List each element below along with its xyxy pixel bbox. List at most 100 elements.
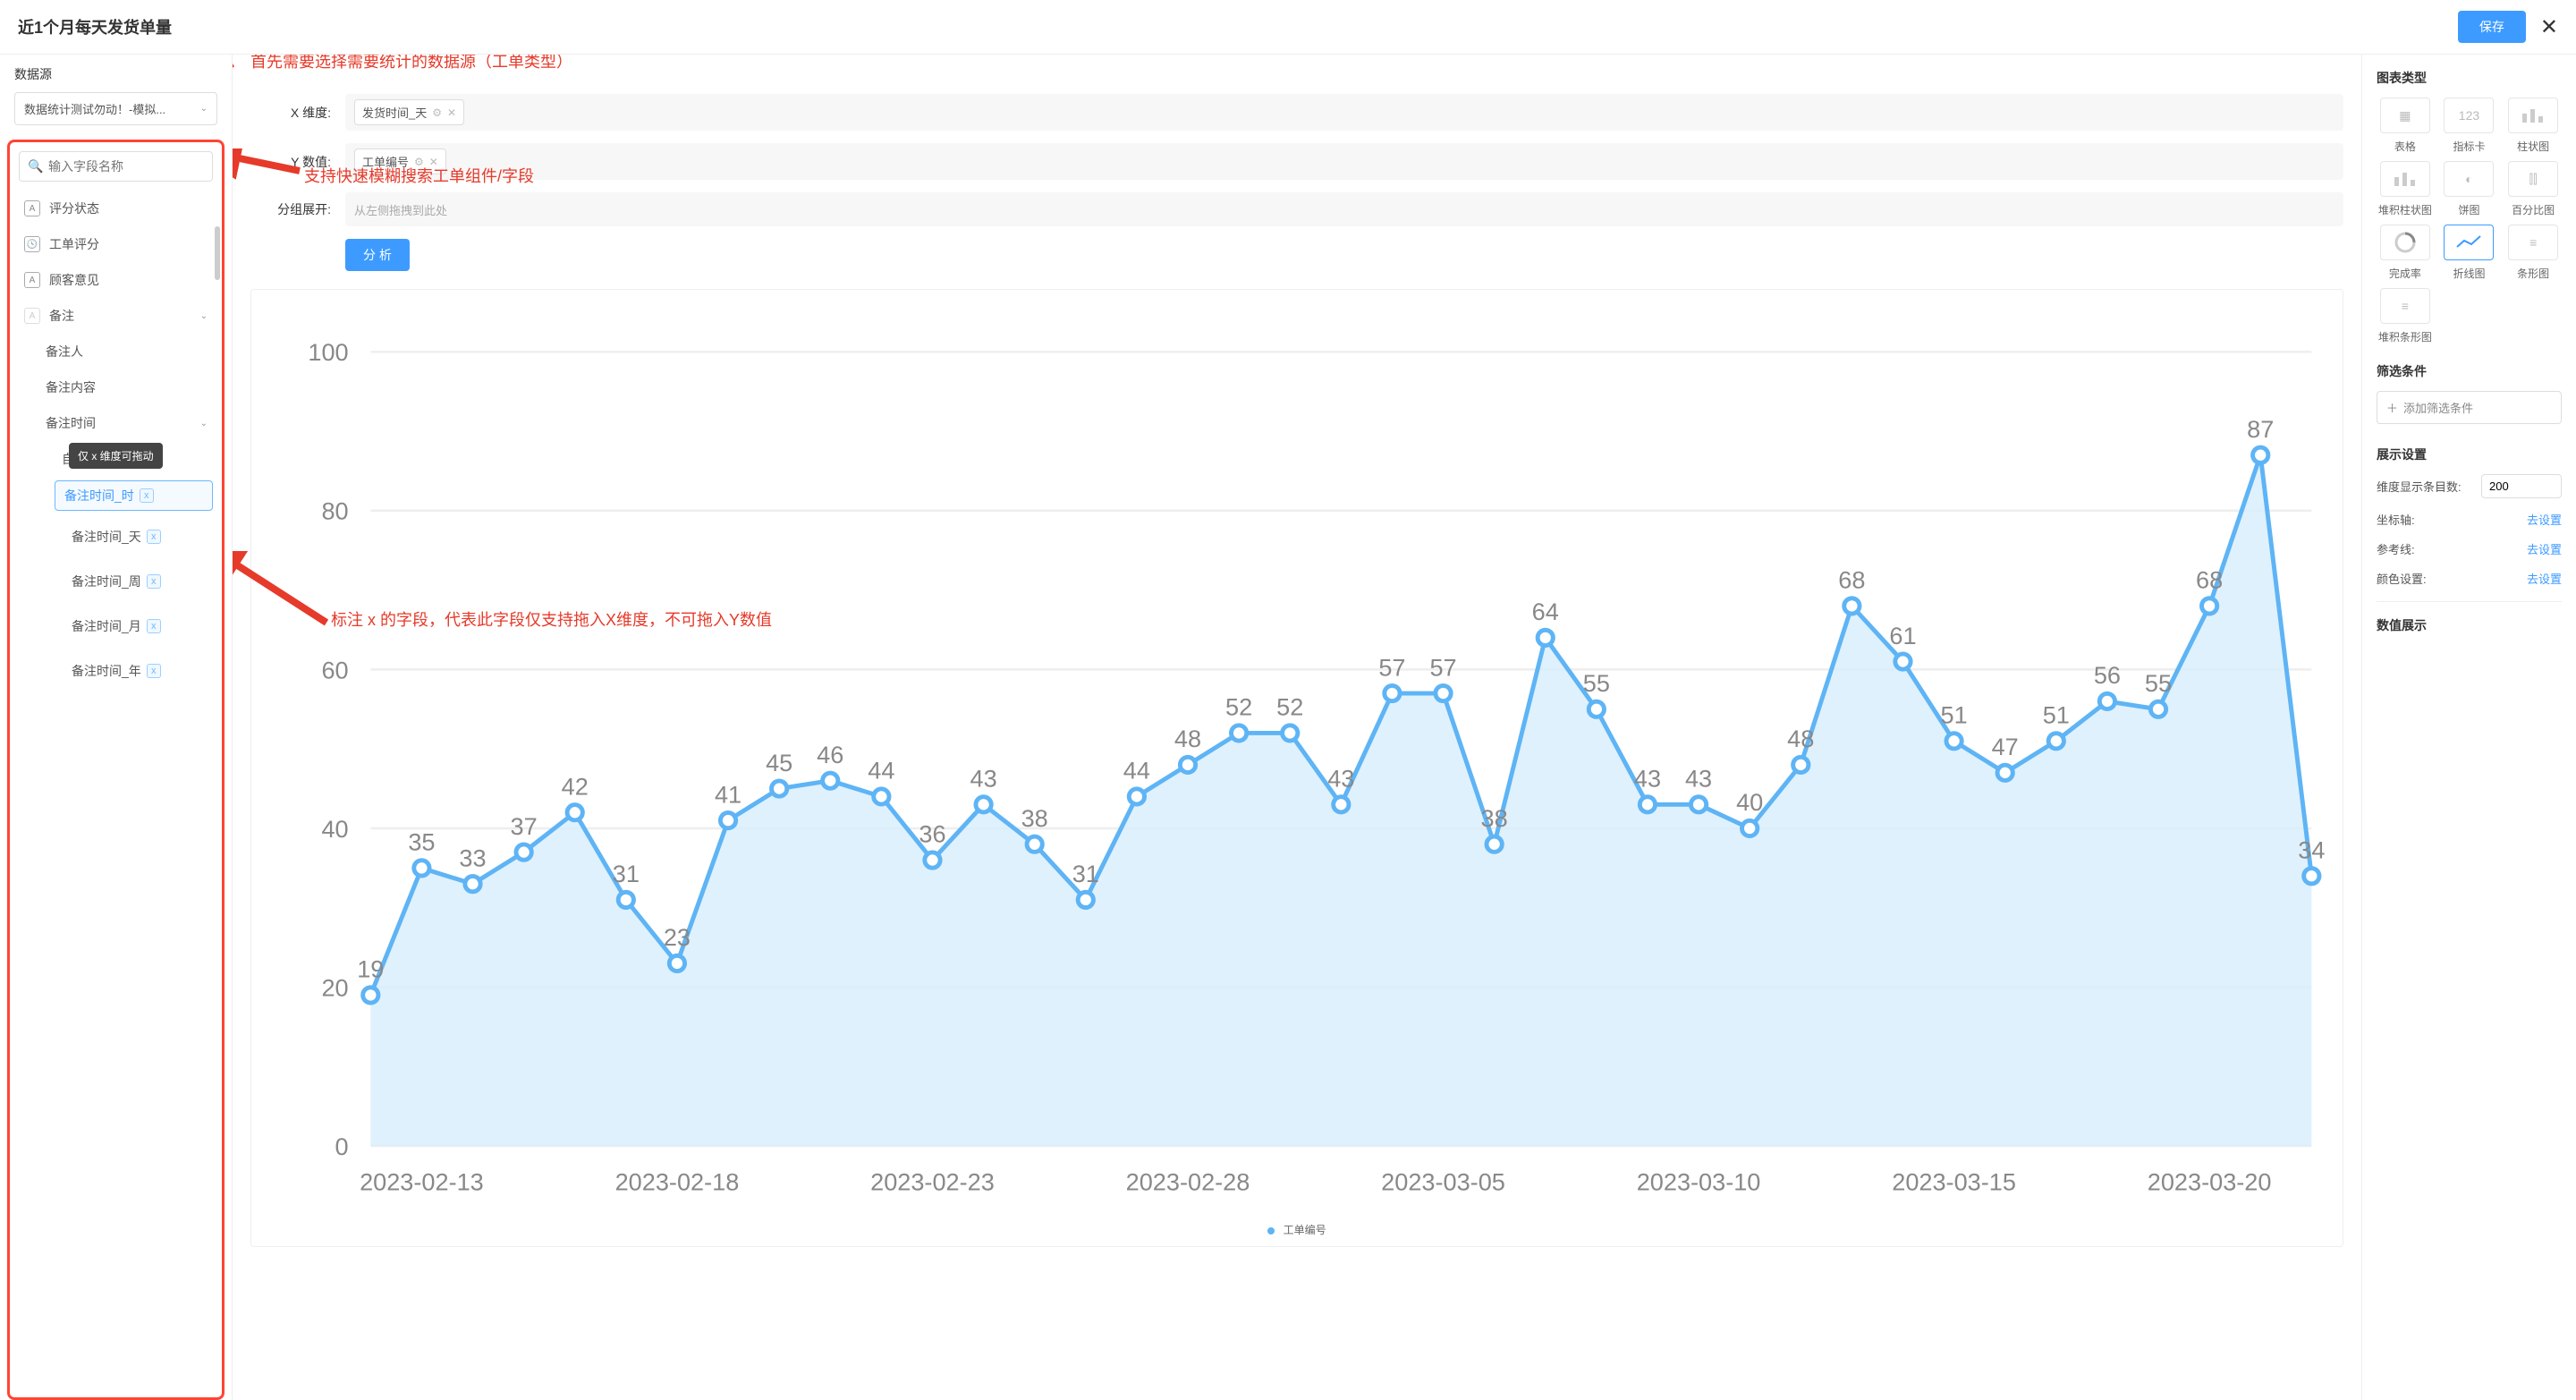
field-search-input[interactable] (19, 151, 213, 182)
field-item-customer-opinion[interactable]: A 顾客意见 (19, 262, 213, 298)
chip-label: 发货时间_天 (362, 104, 427, 121)
svg-text:42: 42 (562, 772, 589, 800)
chart-type-8[interactable]: ≡条形图 (2504, 225, 2562, 281)
chevron-down-icon: ⌄ (200, 311, 208, 321)
field-item-remark-time-year[interactable]: 备注时间_年 x (19, 649, 213, 686)
filter-section-title: 筛选条件 (2377, 362, 2562, 380)
body-layout: 数据源 数据统计测试勿动！-模拟... ⌄ 🔍 A 评分状态 (0, 55, 2576, 1400)
save-button[interactable]: 保存 (2458, 11, 2526, 43)
svg-text:52: 52 (1276, 693, 1303, 721)
center-panel: 首先需要选择需要统计的数据源（工单类型） X 维度: 发货时间_天 ⚙ ✕ Y … (233, 55, 2361, 1400)
svg-text:80: 80 (321, 497, 348, 525)
chart-type-9[interactable]: ≡堆积条形图 (2377, 288, 2434, 344)
gear-icon[interactable]: ⚙ (414, 156, 424, 168)
field-label: 备注时间_天 (72, 528, 141, 546)
svg-text:43: 43 (1634, 765, 1661, 793)
svg-text:55: 55 (1583, 669, 1610, 697)
remove-chip-icon[interactable]: ✕ (429, 156, 438, 168)
svg-text:68: 68 (2196, 566, 2223, 594)
chart-type-2[interactable]: 柱状图 (2504, 98, 2562, 154)
y-value-chip[interactable]: 工单编号 ⚙ ✕ (354, 148, 446, 174)
add-filter-button[interactable]: ＋ 添加筛选条件 (2377, 391, 2562, 424)
svg-text:51: 51 (1941, 701, 1968, 729)
display-section-title: 展示设置 (2377, 445, 2562, 463)
svg-text:48: 48 (1787, 725, 1814, 752)
svg-text:34: 34 (2298, 836, 2325, 863)
group-label: 分组展开: (250, 200, 331, 218)
svg-text:64: 64 (1532, 598, 1559, 625)
x-badge-icon: x (147, 574, 161, 589)
field-item-remark-content[interactable]: 备注内容 (19, 369, 213, 405)
field-item-rating-status[interactable]: A 评分状态 (19, 191, 213, 226)
chip-label: 工单编号 (362, 153, 409, 170)
chart-type-6[interactable]: 完成率 (2377, 225, 2434, 281)
field-item-remark-person[interactable]: 备注人 (19, 334, 213, 369)
field-type-icon: A (24, 200, 40, 216)
svg-text:55: 55 (2145, 669, 2172, 697)
x-badge-icon: x (147, 530, 161, 544)
chart-type-7[interactable]: 折线图 (2441, 225, 2498, 281)
chart-type-icon (2380, 225, 2430, 260)
x-dimension-chip[interactable]: 发货时间_天 ⚙ ✕ (354, 99, 464, 125)
group-placeholder: 从左侧拖拽到此处 (354, 201, 447, 218)
field-item-remark-time-week[interactable]: 备注时间_周 x (19, 559, 213, 604)
svg-text:2023-03-15: 2023-03-15 (1892, 1167, 2016, 1195)
chart-type-label: 饼图 (2458, 202, 2479, 217)
field-item-remark[interactable]: A 备注 ⌄ (19, 298, 213, 334)
field-item-remark-time-month[interactable]: 备注时间_月 x (19, 604, 213, 649)
group-dropzone[interactable]: 从左侧拖拽到此处 (345, 192, 2343, 226)
refline-goto-link[interactable]: 去设置 (2527, 540, 2562, 557)
color-label: 颜色设置: (2377, 570, 2427, 587)
chart-type-4[interactable]: ◐ 饼图 (2441, 161, 2498, 217)
chart-type-3[interactable]: 堆积柱状图 (2377, 161, 2434, 217)
x-badge-icon: x (147, 664, 161, 678)
svg-text:46: 46 (817, 741, 843, 768)
chart-legend: 工单编号 (260, 1222, 2334, 1237)
gear-icon[interactable]: ⚙ (432, 106, 442, 119)
annotation-arrow-icon (233, 55, 242, 108)
chart-type-label: 指标卡 (2453, 139, 2485, 154)
field-item-remark-time[interactable]: 备注时间 ⌄ (19, 405, 213, 441)
field-list[interactable]: A 评分状态 🕓 工单评分 A 顾客意见 A 备注 ⌄ (10, 191, 222, 1397)
add-filter-label: 添加筛选条件 (2403, 399, 2473, 416)
y-value-dropzone[interactable]: 工单编号 ⚙ ✕ (345, 143, 2343, 180)
field-label: 备注时间_月 (72, 617, 141, 635)
svg-text:38: 38 (1481, 804, 1508, 832)
scrollbar-thumb[interactable] (215, 226, 220, 280)
field-item-remark-time-day[interactable]: 备注时间_天 x (19, 514, 213, 559)
dim-count-label: 维度显示条目数: (2377, 478, 2462, 495)
chart-type-icon (2380, 161, 2430, 197)
chart-type-grid: ▦表格123指标卡柱状图堆积柱状图 ◐ 饼图 ⫿⫿百分比图完成率折线图≡条形图 ≡堆积条… (2377, 98, 2562, 344)
color-goto-link[interactable]: 去设置 (2527, 570, 2562, 587)
line-chart: 0204060801002023-02-132023-02-182023-02-… (260, 308, 2334, 1212)
field-item-remark-time-hour[interactable]: 备注时间_时 x (19, 477, 213, 514)
analyze-button[interactable]: 分 析 (345, 239, 410, 271)
field-item-ticket-rating[interactable]: 🕓 工单评分 (19, 226, 213, 262)
svg-text:33: 33 (459, 844, 486, 871)
remove-chip-icon[interactable]: ✕ (447, 106, 456, 119)
chart-type-1[interactable]: 123指标卡 (2441, 98, 2498, 154)
chart-type-0[interactable]: ▦表格 (2377, 98, 2434, 154)
chart-type-label: 百分比图 (2512, 202, 2555, 217)
dim-count-row: 维度显示条目数: (2377, 474, 2562, 498)
close-icon[interactable]: ✕ (2540, 14, 2558, 40)
svg-text:35: 35 (408, 828, 435, 856)
svg-text:0: 0 (335, 1133, 349, 1160)
search-icon: 🔍 (28, 159, 43, 174)
datasource-select[interactable]: 数据统计测试勿动！-模拟... ⌄ (14, 92, 217, 125)
field-item-natural-hour[interactable]: 自然时 仅 x 维度可拖动 (19, 441, 213, 477)
dim-count-input[interactable] (2481, 474, 2562, 498)
chart-container: 0204060801002023-02-132023-02-182023-02-… (250, 289, 2343, 1247)
field-label: 评分状态 (49, 199, 99, 217)
datasource-label: 数据源 (14, 65, 217, 83)
svg-text:36: 36 (919, 820, 945, 848)
svg-text:52: 52 (1225, 693, 1252, 721)
axis-goto-link[interactable]: 去设置 (2527, 511, 2562, 528)
field-type-icon: 🕓 (24, 236, 40, 252)
refline-label: 参考线: (2377, 540, 2415, 557)
chart-type-icon: ◐ (2444, 161, 2494, 197)
chart-type-5[interactable]: ⫿⫿百分比图 (2504, 161, 2562, 217)
x-dimension-dropzone[interactable]: 发货时间_天 ⚙ ✕ (345, 94, 2343, 131)
chart-type-section-title: 图表类型 (2377, 69, 2562, 87)
svg-text:2023-02-18: 2023-02-18 (615, 1167, 740, 1195)
